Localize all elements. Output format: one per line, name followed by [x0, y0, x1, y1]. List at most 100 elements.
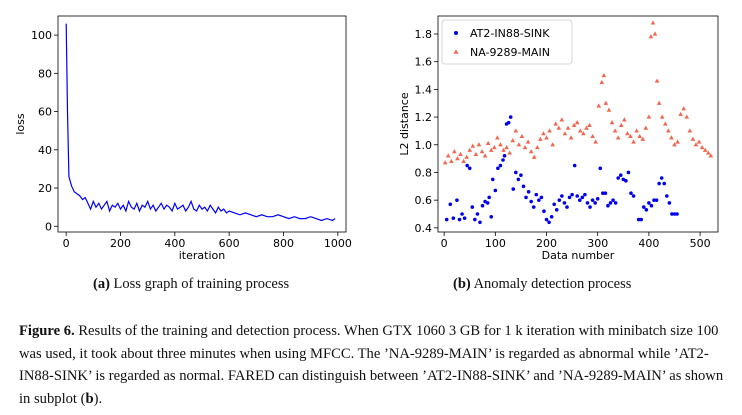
- at2-point: [539, 195, 544, 200]
- na-point: [702, 147, 708, 152]
- at2-point: [467, 166, 472, 171]
- at2-point: [487, 195, 491, 200]
- figure-label: Figure 6.: [19, 323, 75, 339]
- l2-y-tick-label: 1.8: [415, 28, 433, 41]
- legend-marker-na: [453, 49, 459, 54]
- l2-y-tick-label: 1.6: [415, 56, 433, 69]
- loss-x-tick-label: 1000: [324, 237, 352, 250]
- at2-point: [665, 194, 669, 198]
- at2-point: [667, 201, 672, 205]
- na-point: [544, 135, 549, 140]
- at2-point: [542, 209, 546, 214]
- at2-point: [457, 217, 462, 222]
- at2-point: [585, 201, 590, 205]
- at2-point: [616, 176, 620, 180]
- figure-text-b: b: [85, 390, 94, 407]
- at2-point: [639, 217, 644, 222]
- na-point: [666, 128, 671, 133]
- at2-point: [583, 192, 587, 197]
- na-point: [615, 135, 621, 140]
- at2-point: [496, 166, 500, 171]
- na-point: [510, 138, 516, 143]
- loss-x-tick-label: 400: [164, 237, 185, 250]
- at2-point: [562, 201, 567, 205]
- na-point: [498, 142, 503, 147]
- at2-point: [624, 178, 628, 183]
- l2-y-tick-label: 0.6: [415, 194, 433, 207]
- na-point: [684, 114, 690, 119]
- at2-point: [577, 198, 582, 202]
- na-point: [708, 153, 714, 158]
- at2-point: [455, 198, 459, 202]
- figure-caption: Figure 6. Results of the training and de…: [19, 320, 729, 410]
- at2-point: [531, 205, 536, 209]
- na-point: [599, 79, 605, 85]
- at2-point: [498, 163, 503, 168]
- na-point: [541, 131, 546, 136]
- na-point: [516, 142, 522, 147]
- na-point: [581, 131, 586, 136]
- legend-label-at2: AT2-IN88-SINK: [470, 27, 550, 40]
- at2-point: [462, 216, 467, 220]
- na-point: [519, 133, 525, 139]
- na-point: [467, 147, 473, 152]
- at2-point: [595, 196, 600, 201]
- na-point: [606, 107, 612, 112]
- at2-point: [465, 163, 469, 168]
- at2-point: [460, 212, 464, 216]
- figure-text: Results of the training and detection pr…: [19, 323, 724, 407]
- at2-point: [557, 198, 562, 202]
- at2-point: [567, 195, 572, 200]
- na-point: [672, 142, 677, 147]
- na-point: [495, 135, 500, 140]
- at2-point: [549, 214, 554, 219]
- na-point: [501, 147, 506, 152]
- loss-y-tick-label: 100: [31, 29, 52, 42]
- na-point: [578, 128, 583, 133]
- at2-point: [529, 199, 533, 204]
- at2-point: [659, 176, 664, 180]
- legend-box: [441, 19, 573, 65]
- at2-point: [652, 198, 656, 202]
- na-point: [656, 100, 662, 105]
- at2-point: [675, 212, 679, 216]
- na-point: [696, 139, 702, 144]
- l2-x-tick-label: 200: [536, 237, 557, 250]
- caption-a-label: (a): [93, 276, 110, 292]
- at2-point: [473, 217, 477, 222]
- at2-point: [511, 187, 516, 191]
- at2-point: [590, 198, 595, 202]
- at2-point: [502, 154, 507, 158]
- at2-point: [508, 115, 513, 119]
- na-point: [479, 149, 485, 154]
- na-point: [442, 160, 448, 165]
- na-point: [507, 150, 512, 155]
- at2-point: [611, 198, 615, 202]
- at2-point: [631, 194, 636, 198]
- loss-x-tick-label: 600: [219, 237, 240, 250]
- l2-y-tick-label: 0.8: [415, 166, 433, 179]
- l2-y-tick-label: 1.4: [415, 83, 433, 96]
- na-point: [596, 103, 602, 108]
- at2-point: [636, 217, 641, 222]
- at2-point: [534, 192, 539, 197]
- at2-point: [493, 188, 498, 193]
- at2-point: [537, 198, 541, 202]
- na-point: [675, 139, 680, 144]
- na-point: [622, 117, 627, 122]
- at2-point: [547, 220, 551, 225]
- na-point: [565, 125, 571, 130]
- na-point: [681, 106, 687, 111]
- na-point: [470, 143, 476, 148]
- na-point: [646, 114, 652, 119]
- na-point: [568, 135, 574, 140]
- na-point: [550, 142, 555, 147]
- na-point: [662, 121, 668, 126]
- at2-point: [603, 191, 608, 196]
- at2-point: [490, 177, 495, 182]
- at2-point: [598, 166, 603, 171]
- l2-y-tick-label: 0.4: [415, 222, 433, 235]
- na-point: [609, 120, 615, 125]
- at2-point: [544, 217, 549, 222]
- l2-y-tick-label: 1.2: [415, 111, 433, 124]
